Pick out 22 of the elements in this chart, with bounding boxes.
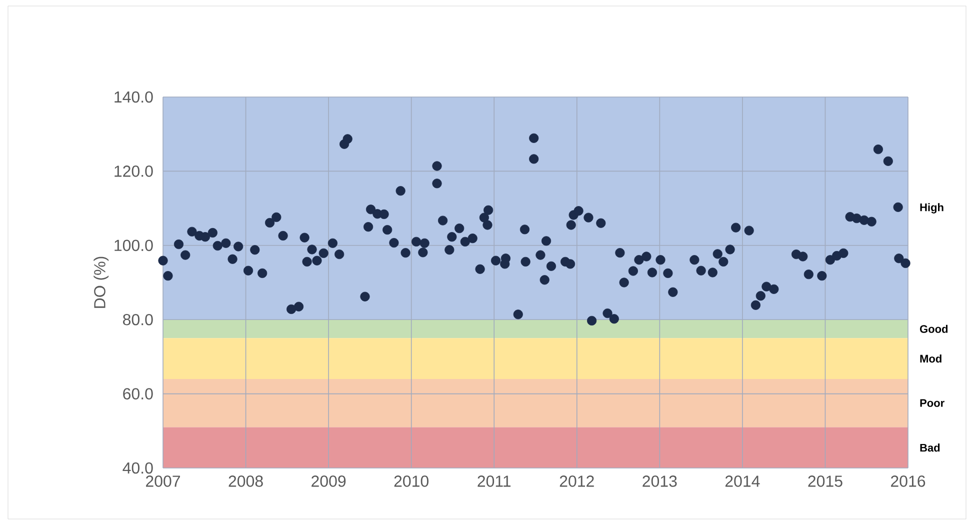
y-tick-label: 80.0 [123,314,153,326]
y-axis-title: DO (%) [94,256,109,308]
band-label: Good [920,324,948,333]
x-tick-label: 2007 [146,476,180,487]
x-tick-label: 2009 [312,476,346,487]
x-tick-label: 2016 [891,476,926,487]
x-tick-label: 2011 [478,476,511,487]
band-label: Poor [920,399,944,407]
y-tick-label: 60.0 [123,388,153,400]
x-tick-label: 2014 [725,476,760,487]
x-tick-label: 2013 [642,476,677,487]
band-label: Bad [920,444,940,452]
x-tick-label: 2010 [394,476,428,487]
y-tick-label: 140.0 [114,91,153,103]
band-label: High [920,203,944,214]
x-tick-label: 2012 [560,476,594,487]
x-tick-label: 2015 [808,476,842,487]
y-tick-label: 40.0 [122,462,153,474]
y-tick-label: 100.0 [114,240,153,252]
y-tick-label: 120.0 [114,166,153,177]
x-tick-label: 2008 [228,476,263,487]
band-label: Mod [920,354,942,363]
